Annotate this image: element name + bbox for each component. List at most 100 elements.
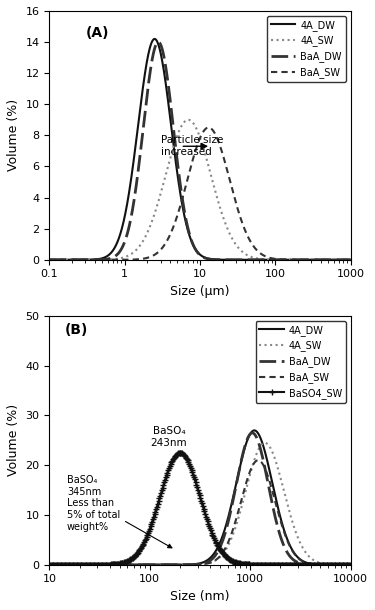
BaA_DW xyxy=(47,256,52,264)
BaA_SW xyxy=(348,256,353,264)
BaA_DW xyxy=(81,561,86,569)
BaA_DW xyxy=(186,224,190,232)
BaA_SW xyxy=(186,174,190,182)
Text: (A): (A) xyxy=(86,26,109,40)
X-axis label: Size (μm): Size (μm) xyxy=(170,285,230,298)
Line: BaSO4_SW: BaSO4_SW xyxy=(46,450,354,569)
4A_SW xyxy=(186,116,190,123)
BaSO4_SW xyxy=(47,561,52,569)
BaA_SW xyxy=(99,561,104,569)
Y-axis label: Volume (%): Volume (%) xyxy=(7,99,20,171)
BaSO4_SW xyxy=(176,450,180,457)
4A_SW xyxy=(99,561,104,569)
4A_SW xyxy=(342,561,347,569)
X-axis label: Size (nm): Size (nm) xyxy=(170,590,230,603)
4A_SW xyxy=(340,256,344,264)
BaA_SW xyxy=(284,256,289,264)
4A_SW xyxy=(284,256,289,264)
4A_SW xyxy=(186,116,190,123)
4A_SW xyxy=(176,561,180,569)
4A_SW xyxy=(194,124,198,131)
4A_SW xyxy=(47,256,52,264)
4A_DW xyxy=(152,35,157,43)
Legend: 4A_DW, 4A_SW, BaA_DW, BaA_SW, BaSO4_SW: 4A_DW, 4A_SW, BaA_DW, BaA_SW, BaSO4_SW xyxy=(255,321,346,403)
4A_DW xyxy=(252,427,257,434)
BaA_DW xyxy=(163,561,167,569)
Y-axis label: Volume (%): Volume (%) xyxy=(7,404,20,476)
BaA_DW xyxy=(63,256,67,264)
4A_DW xyxy=(47,256,52,264)
BaSO4_SW xyxy=(178,449,182,456)
BaSO4_SW xyxy=(99,561,104,569)
BaA_SW xyxy=(47,256,52,264)
4A_DW xyxy=(348,561,353,569)
BaA_SW xyxy=(310,561,315,568)
4A_SW xyxy=(81,561,86,569)
BaA_SW xyxy=(340,256,344,264)
4A_SW xyxy=(163,561,167,569)
BaSO4_SW xyxy=(310,561,315,569)
4A_DW xyxy=(99,561,104,569)
BaA_DW xyxy=(284,256,289,264)
4A_SW xyxy=(262,439,267,447)
BaA_DW xyxy=(156,38,160,46)
BaA_SW xyxy=(63,256,67,264)
Text: Particle size
increased: Particle size increased xyxy=(160,135,223,157)
4A_SW xyxy=(348,256,353,264)
Text: BaSO₄
345nm
Less than
5% of total
weight%: BaSO₄ 345nm Less than 5% of total weight… xyxy=(67,475,172,548)
BaA_SW xyxy=(163,561,167,569)
Line: 4A_SW: 4A_SW xyxy=(50,120,351,260)
BaA_SW xyxy=(47,561,52,569)
BaA_DW xyxy=(194,246,198,254)
BaA_SW xyxy=(176,561,180,569)
BaSO4_SW xyxy=(342,561,347,569)
BaSO4_SW xyxy=(348,561,353,569)
Legend: 4A_DW, 4A_SW, BaA_DW, BaA_SW: 4A_DW, 4A_SW, BaA_DW, BaA_SW xyxy=(267,16,346,82)
4A_SW xyxy=(310,556,315,563)
Line: BaA_SW: BaA_SW xyxy=(50,461,351,565)
Line: BaA_DW: BaA_DW xyxy=(50,42,351,260)
4A_SW xyxy=(340,256,344,264)
BaA_DW xyxy=(340,256,344,264)
BaA_DW xyxy=(348,256,353,264)
BaSO4_SW xyxy=(163,477,167,484)
BaA_DW xyxy=(342,561,347,569)
4A_SW xyxy=(63,256,67,264)
Line: BaA_SW: BaA_SW xyxy=(50,127,351,260)
4A_DW xyxy=(176,561,180,569)
BaA_DW xyxy=(47,561,52,569)
BaA_DW xyxy=(310,561,315,569)
Line: 4A_DW: 4A_DW xyxy=(50,431,351,565)
BaSO4_SW xyxy=(81,561,86,569)
BaA_SW xyxy=(256,457,260,464)
4A_DW xyxy=(340,256,344,264)
4A_DW xyxy=(310,561,315,568)
BaA_SW xyxy=(342,561,347,569)
BaA_DW xyxy=(250,429,255,437)
BaA_DW xyxy=(340,256,344,264)
BaA_SW xyxy=(81,561,86,569)
4A_DW xyxy=(284,256,289,264)
BaA_SW xyxy=(348,561,353,569)
4A_DW xyxy=(47,561,52,569)
4A_DW xyxy=(63,256,67,264)
4A_SW xyxy=(47,561,52,569)
BaA_DW xyxy=(348,561,353,569)
Line: 4A_SW: 4A_SW xyxy=(50,443,351,565)
Text: (B): (B) xyxy=(64,323,88,337)
4A_DW xyxy=(342,561,347,569)
Text: BaSO₄
243nm: BaSO₄ 243nm xyxy=(150,426,187,448)
4A_DW xyxy=(340,256,344,264)
Line: BaA_DW: BaA_DW xyxy=(50,433,351,565)
BaA_SW xyxy=(206,124,211,131)
4A_DW xyxy=(194,246,198,254)
Line: 4A_DW: 4A_DW xyxy=(50,39,351,260)
BaA_DW xyxy=(99,561,104,569)
4A_DW xyxy=(163,561,167,569)
BaA_DW xyxy=(176,561,180,569)
BaA_SW xyxy=(194,146,198,153)
4A_DW xyxy=(348,256,353,264)
4A_SW xyxy=(348,561,353,569)
4A_DW xyxy=(81,561,86,569)
4A_DW xyxy=(186,227,190,234)
